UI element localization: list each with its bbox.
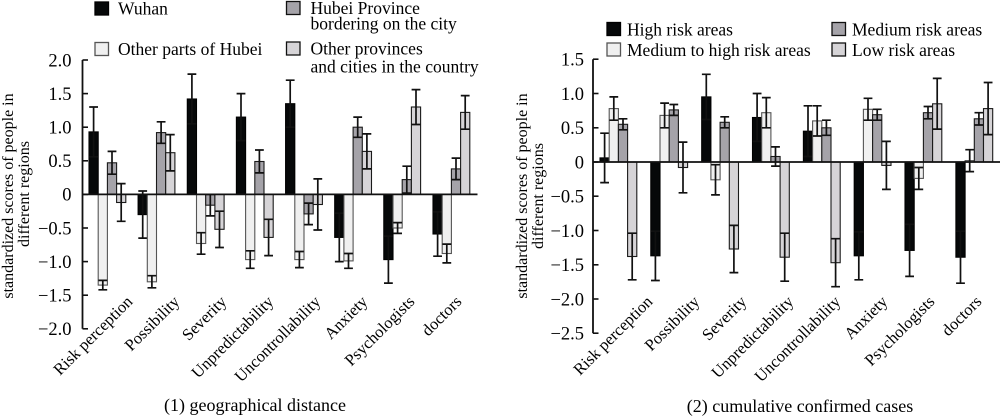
svg-text:standardized scores of people: standardized scores of people in <box>0 93 17 298</box>
svg-text:and cities in the country: and cities in the country <box>311 57 479 77</box>
svg-text:0.5: 0.5 <box>48 152 71 172</box>
svg-text:0: 0 <box>62 186 71 206</box>
svg-text:Medium risk areas: Medium risk areas <box>852 20 982 40</box>
svg-text:−1.5: −1.5 <box>38 287 72 307</box>
svg-text:different regions: different regions <box>530 143 547 249</box>
svg-text:Wuhan: Wuhan <box>118 0 168 19</box>
svg-text:standardized scores of people: standardized scores of people in <box>514 93 531 298</box>
svg-text:(1) geographical distance: (1) geographical distance <box>164 395 346 416</box>
svg-text:Hubei Province: Hubei Province <box>311 0 421 18</box>
svg-text:−2.0: −2.0 <box>550 290 584 310</box>
svg-text:1.0: 1.0 <box>48 119 71 139</box>
svg-text:0: 0 <box>575 153 584 173</box>
svg-text:−1.5: −1.5 <box>550 256 584 276</box>
svg-text:−2.5: −2.5 <box>550 325 584 345</box>
svg-text:Other parts of Hubei: Other parts of Hubei <box>118 39 262 59</box>
svg-text:(2) cumulative confirmed cases: (2) cumulative confirmed cases <box>687 396 913 416</box>
svg-text:1.5: 1.5 <box>561 51 584 71</box>
svg-text:−1.0: −1.0 <box>550 222 584 242</box>
svg-text:−0.5: −0.5 <box>38 219 72 239</box>
svg-text:−1.0: −1.0 <box>38 253 72 273</box>
svg-text:Other provinces: Other provinces <box>311 39 423 59</box>
svg-text:1.0: 1.0 <box>561 85 584 105</box>
svg-text:High risk areas: High risk areas <box>627 20 733 40</box>
svg-text:2.0: 2.0 <box>48 51 71 71</box>
svg-text:0.5: 0.5 <box>561 119 584 139</box>
svg-text:different regions: different regions <box>16 141 33 247</box>
svg-text:Low risk areas: Low risk areas <box>852 40 955 60</box>
svg-text:−2.0: −2.0 <box>38 320 72 340</box>
svg-text:1.5: 1.5 <box>48 85 71 105</box>
svg-text:−0.5: −0.5 <box>550 188 584 208</box>
svg-text:bordering on the city: bordering on the city <box>311 14 458 34</box>
svg-text:Medium to high risk areas: Medium to high risk areas <box>627 40 811 60</box>
